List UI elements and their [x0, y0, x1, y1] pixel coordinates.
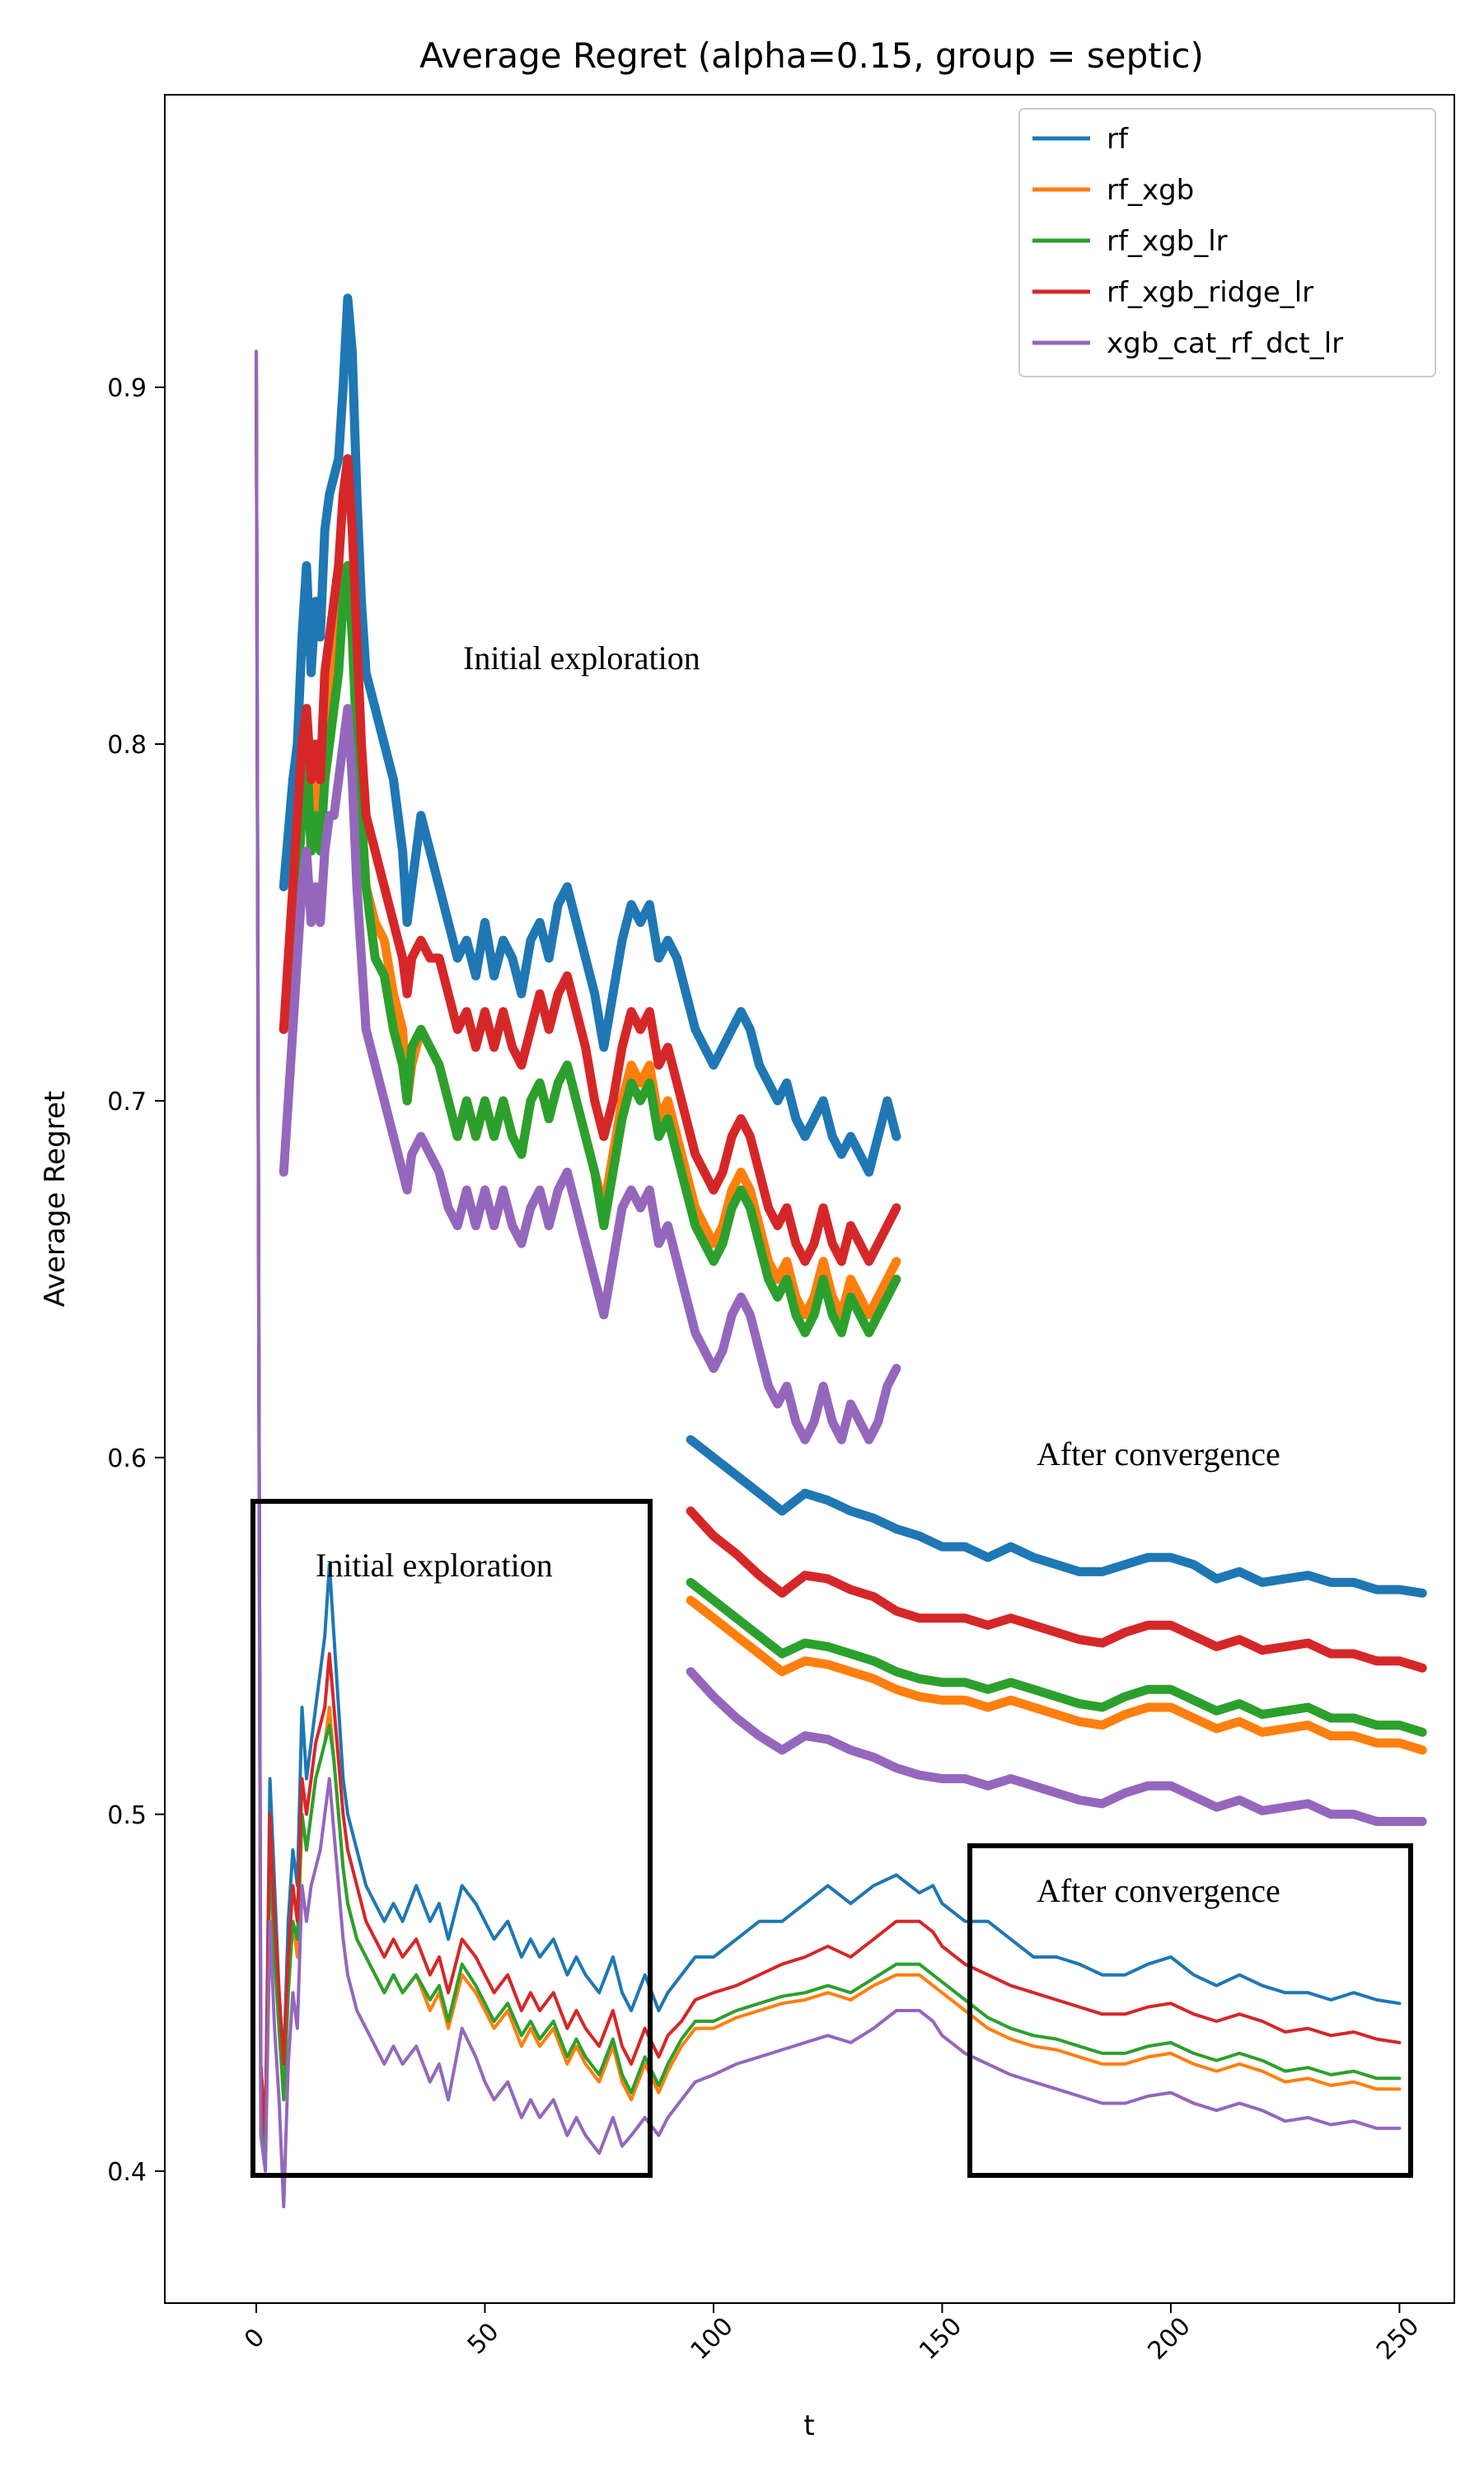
legend-label-rf: rf	[1107, 123, 1129, 156]
legend-label-xgb_cat_rf_dct_lr: xgb_cat_rf_dct_lr	[1107, 327, 1343, 360]
legend-box	[1018, 108, 1436, 377]
y-tick-label-0.5: 0.5	[107, 1801, 147, 1830]
inset-line-after-convergence-rf_xgb	[686, 1595, 1427, 1755]
after-convergence-box	[967, 1843, 1413, 2178]
y-axis-title: Average Regret	[39, 1091, 72, 1308]
y-tick-label-0.4: 0.4	[107, 2158, 147, 2187]
legend-label-rf_xgb_lr: rf_xgb_lr	[1107, 225, 1228, 258]
chart-title: Average Regret (alpha=0.15, group = sept…	[419, 35, 1204, 76]
annotation-initial-exploration: Initial exploration	[463, 639, 700, 677]
y-tick-label-0.7: 0.7	[107, 1088, 147, 1117]
series-line-xgb_cat_rf_dct_lr	[255, 349, 1402, 2209]
inset-line-after-convergence-xgb_cat_rf_dct_lr	[686, 1667, 1427, 1826]
plot-lines	[255, 349, 1402, 2209]
box-label-after-convergence: After convergence	[1037, 1872, 1280, 1909]
inset-line-after-convergence-rf	[686, 1435, 1427, 1598]
inset-lines	[279, 293, 1427, 1826]
box-label-initial-exploration: Initial exploration	[316, 1547, 553, 1584]
inset-line-initial-exploration-rf_xgb_lr	[279, 561, 901, 1337]
y-axis: 0.4 0.5 0.6 0.7 0.8 0.9	[107, 374, 165, 2187]
annotation-after-convergence: After convergence	[1037, 1435, 1280, 1472]
plot-frame	[164, 94, 1455, 2304]
y-tick-label-0.6: 0.6	[107, 1444, 147, 1473]
legend-label-rf_xgb_ridge_lr: rf_xgb_ridge_lr	[1107, 276, 1313, 309]
legend-label-rf_xgb: rf_xgb	[1107, 174, 1194, 207]
inset-line-initial-exploration-rf_xgb_ridge_lr	[279, 454, 901, 1266]
x-axis-title: t	[803, 2409, 814, 2442]
inset-line-after-convergence-rf_xgb_lr	[686, 1577, 1427, 1737]
y-tick-label-0.8: 0.8	[107, 731, 147, 760]
inset-line-after-convergence-rf_xgb_ridge_lr	[686, 1506, 1427, 1673]
inset-line-initial-exploration-xgb_cat_rf_dct_lr	[279, 704, 901, 1444]
initial-exploration-box	[250, 1499, 653, 2178]
series-line-rf	[255, 349, 1402, 2137]
series-line-rf_xgb_lr	[255, 349, 1402, 2156]
inset-line-initial-exploration-rf	[279, 293, 901, 1177]
y-tick-label-0.9: 0.9	[107, 374, 147, 403]
series-line-rf_xgb_ridge_lr	[255, 349, 1402, 2137]
legend: rf rf_xgb rf_xgb_lr rf_xgb_ridge_lr xgb_cat_…	[1018, 108, 1436, 377]
